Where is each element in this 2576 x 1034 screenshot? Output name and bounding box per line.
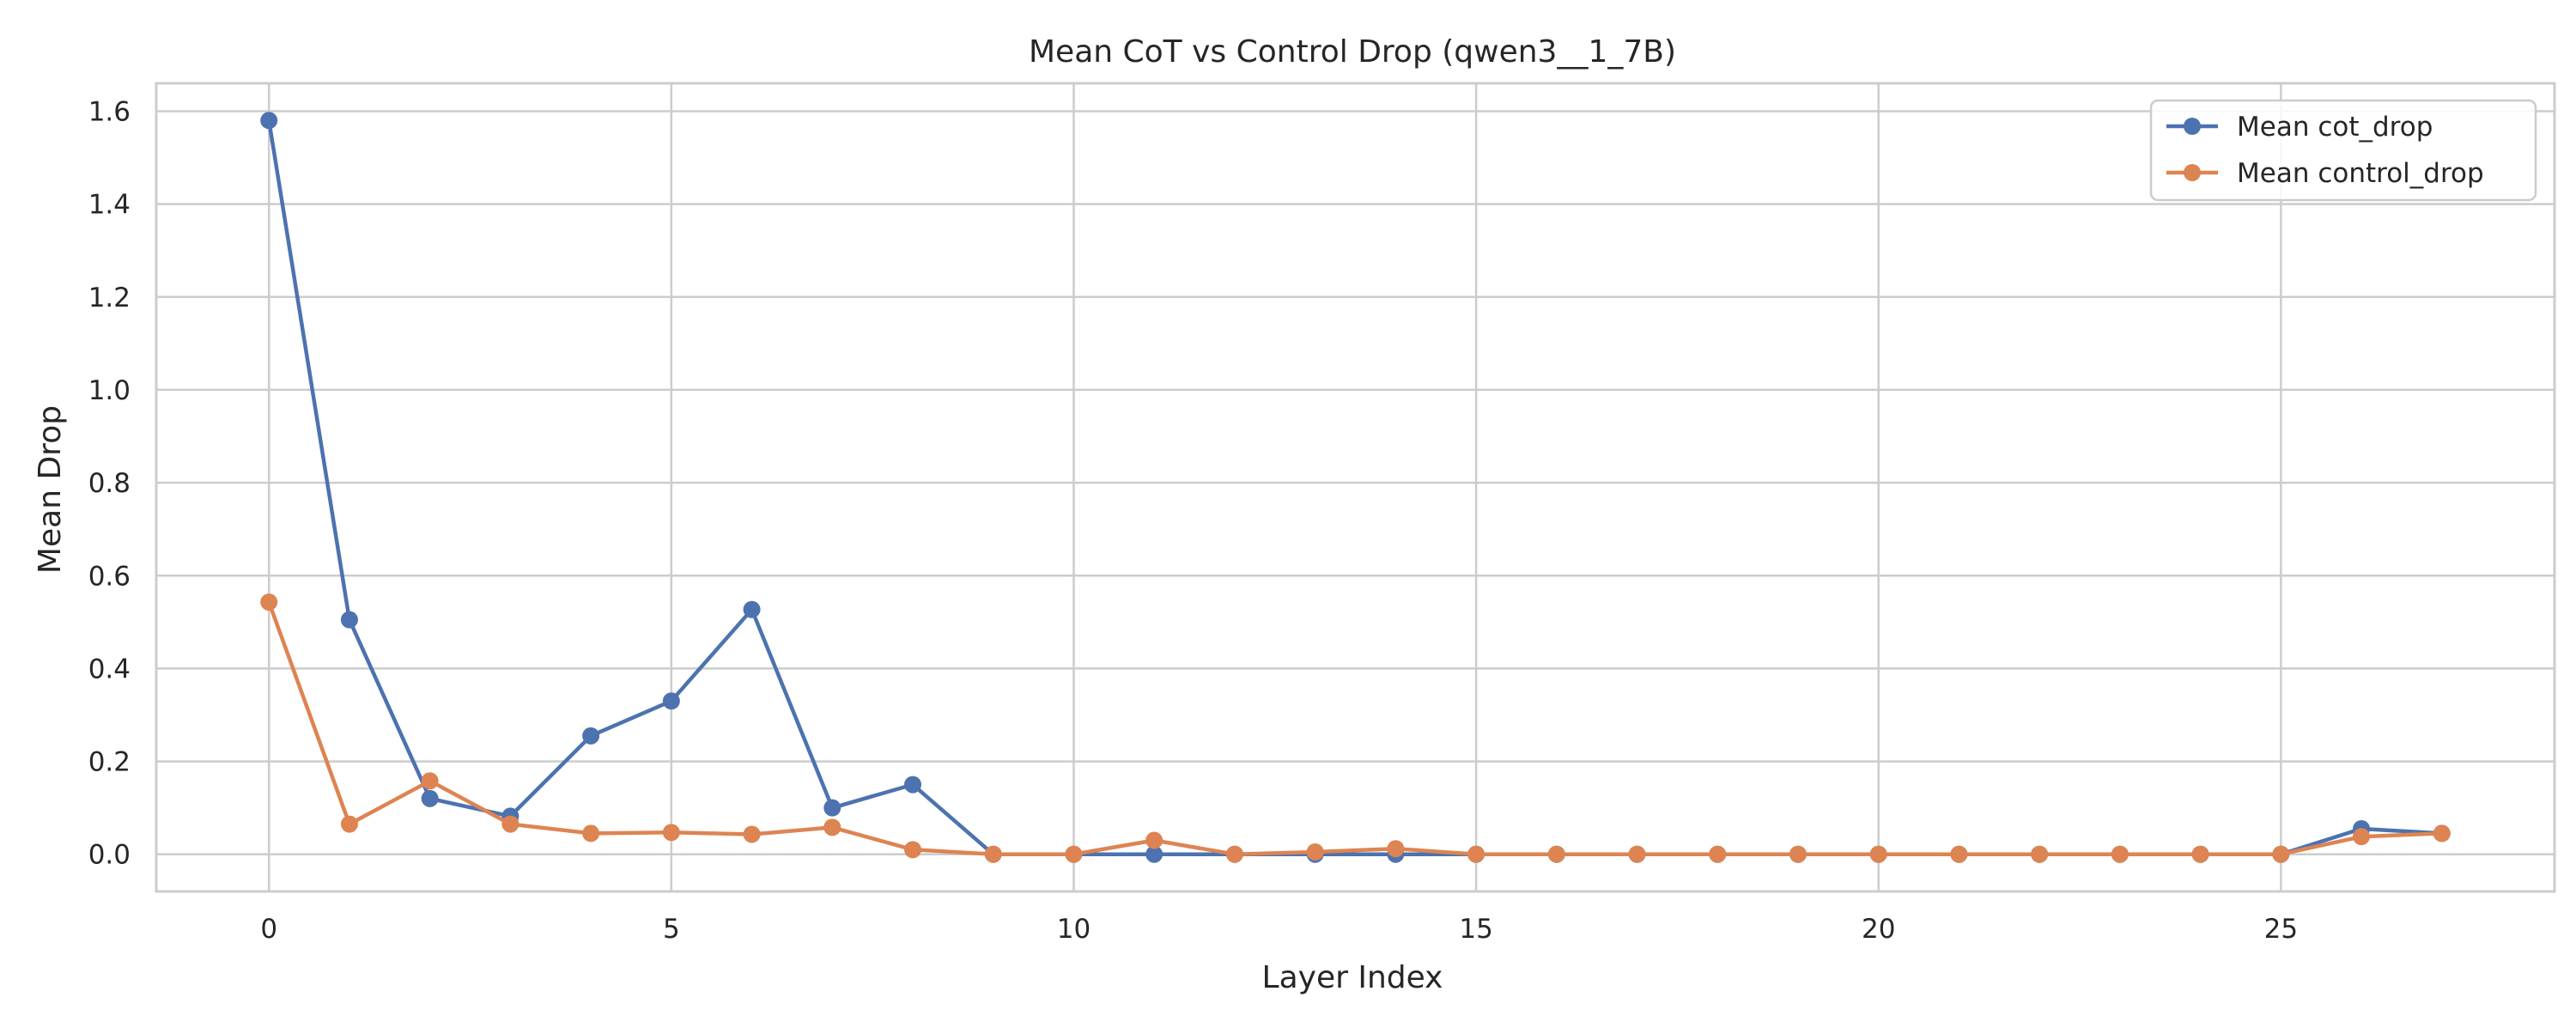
series-line — [266, 599, 2445, 856]
data-point — [2353, 828, 2371, 846]
data-point — [421, 772, 439, 790]
series-control-drop — [260, 593, 2451, 863]
legend-marker — [2184, 164, 2201, 181]
y-tick-label: 0.4 — [88, 654, 131, 684]
chart-title: Mean CoT vs Control Drop (qwen3__1_7B) — [1029, 34, 1676, 70]
data-point — [1145, 831, 1163, 849]
data-point — [260, 593, 278, 611]
legend-entry: Mean cot_drop — [2166, 112, 2433, 143]
legend-entry: Mean control_drop — [2166, 158, 2484, 189]
legend: Mean cot_drop Mean control_drop — [2149, 99, 2537, 202]
data-point — [1547, 845, 1565, 863]
data-point — [2191, 845, 2209, 863]
data-point — [1950, 845, 1968, 863]
grid — [156, 83, 2555, 891]
data-point — [501, 815, 519, 833]
data-point — [984, 845, 1002, 863]
y-tick-label: 0.0 — [88, 840, 131, 871]
data-point — [823, 818, 841, 836]
legend-marker — [2184, 118, 2201, 135]
data-point — [743, 825, 761, 843]
data-point — [1065, 845, 1083, 863]
data-point — [823, 799, 841, 817]
data-point — [662, 692, 680, 710]
data-point — [421, 789, 439, 807]
data-point — [1869, 845, 1887, 863]
data-point — [1225, 845, 1243, 863]
data-point — [2031, 845, 2049, 863]
y-axis-label: Mean Drop — [33, 405, 68, 574]
y-tick-label: 0.2 — [88, 747, 131, 778]
tick-labels: 0 5 10 15 20 25 0.0 0.2 0.4 0.6 0.8 1.0 1.2 1.4 1.6 — [88, 96, 2298, 945]
data-point — [1306, 843, 1324, 861]
data-point — [2433, 824, 2451, 842]
x-tick-label: 10 — [1057, 914, 1091, 945]
data-point — [260, 112, 278, 130]
data-point — [662, 824, 680, 842]
plot-frame — [155, 82, 2556, 893]
y-tick-label: 0.6 — [88, 561, 131, 592]
data-point — [1467, 845, 1485, 863]
x-tick-label: 15 — [1459, 914, 1492, 945]
legend-label: Mean cot_drop — [2237, 112, 2433, 143]
data-point — [582, 824, 600, 842]
y-tick-label: 1.6 — [88, 96, 131, 127]
x-tick-label: 20 — [1862, 914, 1895, 945]
data-point — [1709, 845, 1727, 863]
x-tick-label: 5 — [663, 914, 680, 945]
x-tick-label: 0 — [260, 914, 277, 945]
data-point — [2111, 845, 2129, 863]
legend-box — [2149, 99, 2537, 202]
data-point — [1789, 845, 1807, 863]
y-tick-label: 1.2 — [88, 283, 131, 313]
x-tick-label: 25 — [2264, 914, 2298, 945]
data-point — [1628, 845, 1646, 863]
data-point — [904, 776, 922, 794]
data-point — [582, 727, 600, 745]
legend-label: Mean control_drop — [2237, 158, 2484, 189]
y-tick-label: 1.0 — [88, 375, 131, 406]
data-point — [1387, 840, 1405, 858]
data-point — [743, 600, 761, 618]
data-point — [340, 611, 358, 629]
y-tick-label: 1.4 — [88, 190, 131, 221]
data-point — [904, 841, 922, 859]
data-point — [1145, 845, 1163, 863]
data-point — [340, 815, 358, 833]
data-point — [2272, 845, 2290, 863]
series-layer — [260, 112, 2451, 863]
x-axis-label: Layer Index — [1262, 960, 1443, 995]
y-tick-label: 0.8 — [88, 468, 131, 499]
